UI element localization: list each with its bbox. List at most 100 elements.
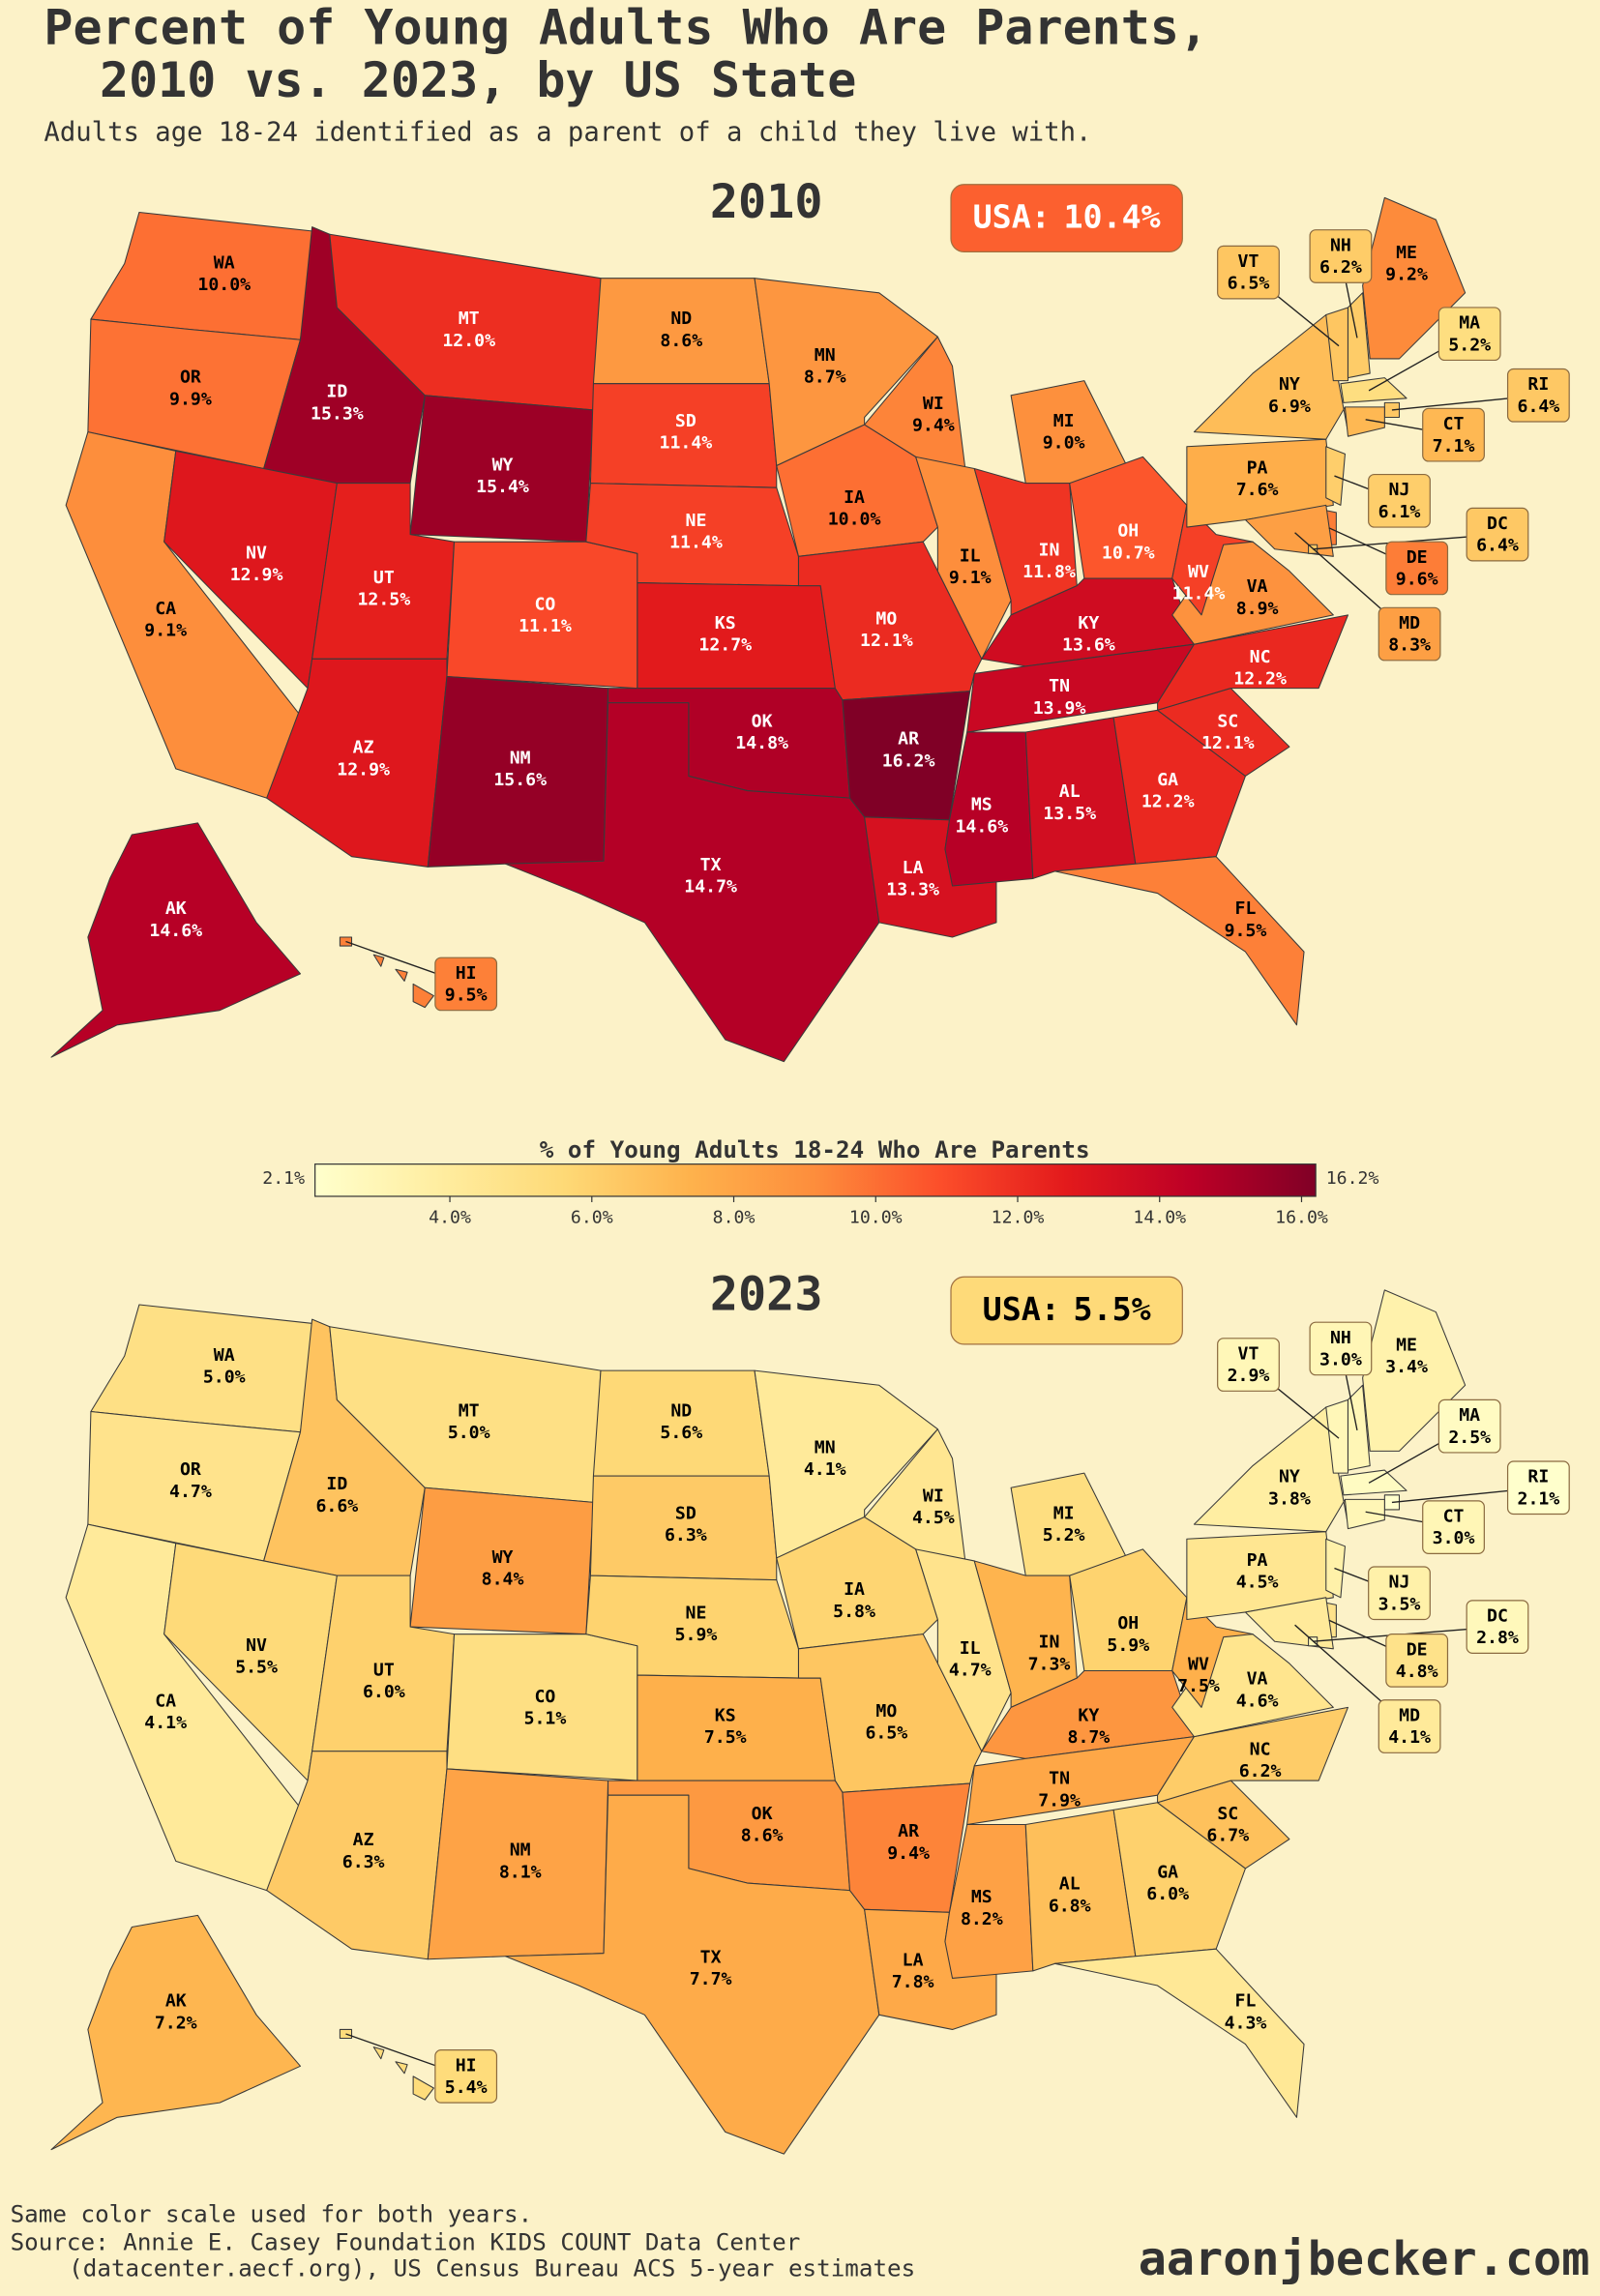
- labels: WA5.0%OR4.7%CA4.1%ID6.6%NV5.5%MT5.0%WY8.…: [144, 1321, 1570, 2104]
- callout-box: [1368, 473, 1431, 528]
- state-abbr: GA: [1157, 770, 1178, 790]
- state-value: 12.9%: [230, 565, 283, 585]
- state-abbr: TN: [1049, 676, 1070, 696]
- state-value: 13.3%: [886, 880, 939, 900]
- state-value: 4.5%: [1236, 1573, 1279, 1593]
- state-abbr: ND: [670, 309, 692, 329]
- state-value: 7.8%: [892, 1972, 934, 1992]
- state-value: 14.7%: [684, 877, 737, 898]
- state-value: 7.9%: [1038, 1790, 1081, 1810]
- state-abbr: AL: [1059, 1874, 1081, 1895]
- state-value: 4.5%: [912, 1508, 955, 1528]
- state-abbr: MN: [815, 1437, 836, 1457]
- state-value: 5.4%: [445, 2077, 488, 2098]
- state-abbr: NH: [1330, 1328, 1351, 1348]
- state-value: 11.4%: [669, 533, 723, 553]
- state-value: 11.4%: [1172, 584, 1226, 604]
- callout-box: [1466, 1600, 1529, 1654]
- state-abbr: NH: [1330, 235, 1351, 255]
- state-abbr: VA: [1247, 576, 1268, 597]
- state-abbr: WI: [923, 394, 944, 414]
- state-value: 4.1%: [144, 1713, 187, 1733]
- state-value: 2.9%: [1228, 1366, 1270, 1386]
- state-value: 9.5%: [445, 986, 488, 1006]
- state-value: 15.4%: [476, 477, 529, 497]
- callout-box: [1368, 1566, 1431, 1621]
- state-abbr: MD: [1399, 1705, 1420, 1725]
- state-abbr: IL: [960, 545, 981, 566]
- state-value: 2.8%: [1476, 1628, 1519, 1648]
- state: [1347, 1384, 1371, 1471]
- state-abbr: AL: [1059, 781, 1081, 802]
- callout-box: [1466, 507, 1529, 562]
- state-value: 3.0%: [1319, 1350, 1362, 1370]
- note: (datacenter.aecf.org), US Census Bureau …: [69, 2255, 915, 2282]
- state-value: 6.9%: [1268, 397, 1311, 417]
- state-abbr: SD: [675, 411, 696, 431]
- state-abbr: SC: [1217, 1804, 1238, 1824]
- state-abbr: AR: [898, 729, 919, 750]
- state-abbr: AK: [165, 898, 187, 919]
- usa-value: 5.5%: [1073, 1290, 1150, 1328]
- state-abbr: DE: [1407, 1639, 1428, 1660]
- state-value: 12.1%: [1201, 733, 1255, 753]
- state-abbr: CA: [155, 1691, 176, 1711]
- state-abbr: AR: [898, 1821, 919, 1841]
- state: [864, 336, 968, 485]
- state-abbr: OK: [752, 711, 773, 731]
- state-abbr: KS: [715, 613, 736, 633]
- state-abbr: LA: [903, 1950, 924, 1970]
- state-abbr: TX: [700, 855, 722, 875]
- state-abbr: CT: [1443, 414, 1465, 434]
- state-abbr: IN: [1039, 1633, 1060, 1653]
- usa-name: USA:: [973, 197, 1051, 235]
- state-abbr: MT: [459, 1401, 480, 1422]
- state-value: 9.6%: [1396, 570, 1438, 590]
- state-value: 6.8%: [1049, 1896, 1091, 1916]
- state-value: 6.3%: [665, 1525, 707, 1545]
- state: [589, 383, 778, 488]
- state-value: 10.0%: [197, 275, 251, 295]
- state-value: 6.5%: [865, 1723, 907, 1744]
- state-abbr: MS: [971, 1887, 993, 1907]
- state-abbr: KS: [715, 1705, 736, 1725]
- state-value: 11.4%: [660, 433, 713, 454]
- state-abbr: MO: [875, 1701, 897, 1722]
- state-abbr: KY: [1078, 1705, 1099, 1725]
- state-value: 12.0%: [442, 331, 495, 351]
- state-value: 5.1%: [524, 1708, 567, 1728]
- state-value: 8.4%: [482, 1570, 524, 1590]
- state-value: 3.5%: [1378, 1594, 1421, 1614]
- state-abbr: OR: [180, 368, 201, 388]
- state-value: 9.0%: [1043, 433, 1085, 454]
- state-value: 5.2%: [1043, 1525, 1085, 1545]
- state-value: 6.7%: [1206, 1826, 1249, 1846]
- state-abbr: WV: [1188, 1654, 1209, 1674]
- state: [50, 822, 302, 1058]
- state-value: 4.1%: [1388, 1727, 1431, 1748]
- state-abbr: WY: [492, 1547, 514, 1568]
- state: [1112, 709, 1246, 865]
- state-abbr: IA: [844, 487, 865, 508]
- state-value: 13.5%: [1043, 804, 1096, 824]
- state-abbr: HI: [456, 963, 477, 984]
- state-abbr: MA: [1459, 313, 1480, 334]
- state-abbr: PA: [1247, 1550, 1268, 1571]
- state-value: 12.7%: [698, 635, 752, 656]
- state: [589, 1475, 778, 1581]
- state-abbr: CA: [155, 599, 176, 619]
- state-abbr: TN: [1049, 1769, 1070, 1789]
- states: [50, 196, 1467, 1063]
- usa-box: [950, 184, 1183, 253]
- callout-box: [1422, 407, 1485, 462]
- state-value: 12.1%: [860, 631, 913, 651]
- state-abbr: OR: [180, 1459, 201, 1480]
- state-abbr: DC: [1487, 1605, 1508, 1626]
- state-value: 13.9%: [1033, 698, 1086, 719]
- colorbar-tick-label: 10.0%: [849, 1208, 903, 1228]
- state-value: 14.6%: [955, 816, 1008, 837]
- state: [446, 541, 638, 690]
- usa-box: [950, 1276, 1183, 1345]
- state-value: 6.1%: [1378, 502, 1421, 522]
